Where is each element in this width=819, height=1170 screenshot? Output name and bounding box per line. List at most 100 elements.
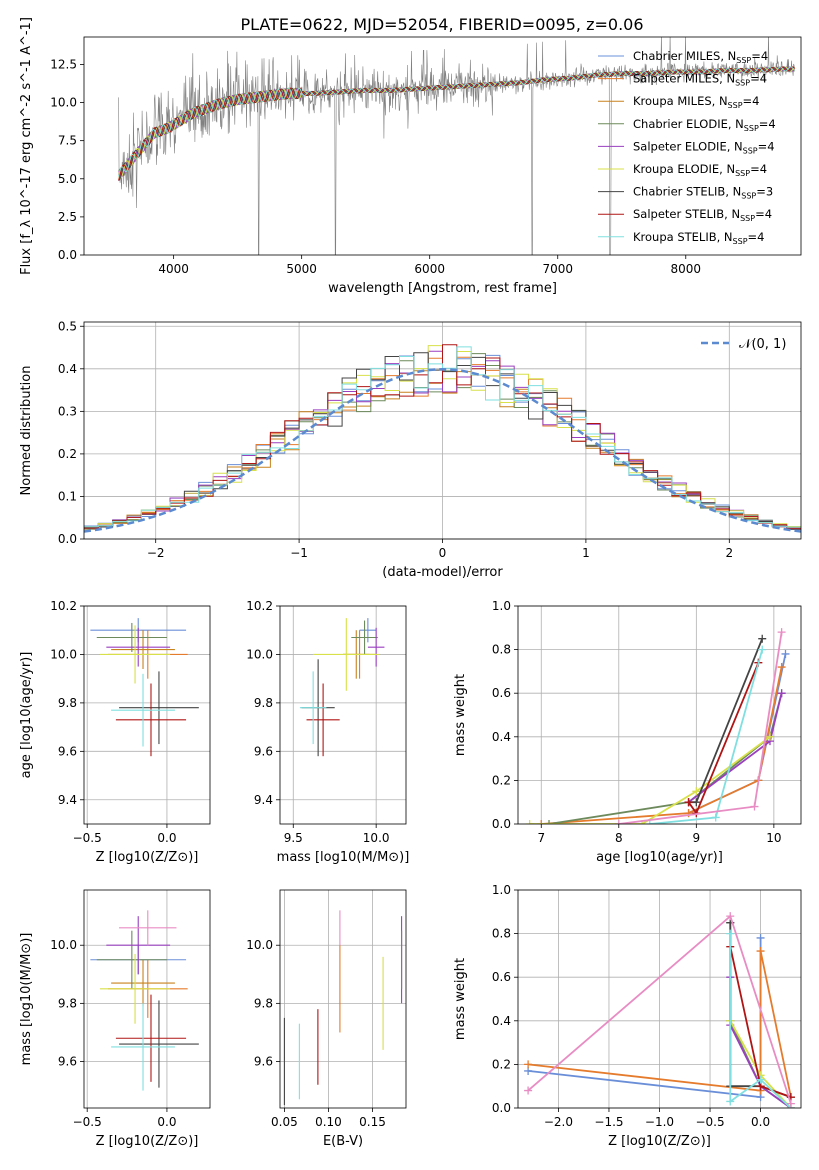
- x-tick-label: 8000: [670, 262, 701, 276]
- mass-weight-marker: [756, 1075, 765, 1084]
- y-axis-label: Flux [f_λ 10^-17 erg cm^-2 s^-1 A^-1]: [19, 17, 34, 275]
- legend-entry: Salpeter MILES, NSSP=4: [633, 72, 767, 88]
- y-tick-label: 0.8: [492, 927, 511, 941]
- plot-frame: [83, 321, 802, 540]
- y-tick-label: 10.0: [50, 96, 77, 110]
- y-tick-label: 10.0: [50, 938, 77, 952]
- x-tick-label: 1: [582, 546, 590, 560]
- mass-weight-marker: [758, 634, 767, 643]
- mass-weight-line: [527, 938, 762, 1099]
- mass-weight-marker: [525, 820, 534, 824]
- plot-area: [525, 628, 790, 824]
- legend: Chabrier MILES, NSSP=4 Salpeter MILES, NS…: [598, 49, 776, 246]
- chart-age-vs-Z: −0.5 0.0 9.4 9.6 9.8 10.0 10.2 Z [log10(Z/Z⊙)] a…: [19, 599, 211, 865]
- y-tick-label: 0.6: [492, 970, 511, 984]
- mass-weight-line: [527, 950, 792, 1098]
- y-tick-label: 0.2: [58, 447, 77, 461]
- y-tick-label: 9.6: [254, 744, 273, 758]
- mass-weight-marker: [692, 798, 701, 807]
- y-tick-label: 9.4: [254, 793, 273, 807]
- mass-weight-marker: [726, 929, 735, 938]
- y-tick-label: 10.2: [246, 599, 273, 613]
- x-tick-label: −2: [147, 546, 165, 560]
- mass-weight-line: [541, 666, 783, 824]
- mass-weight-marker: [711, 813, 720, 822]
- mass-weight-marker: [692, 787, 701, 796]
- y-tick-label: 0.0: [492, 1101, 511, 1115]
- y-tick-label: 10.0: [246, 938, 273, 952]
- x-tick-label: 0.0: [751, 1115, 770, 1129]
- y-tick-label: 0.6: [492, 686, 511, 700]
- mass-weight-marker: [684, 798, 693, 807]
- legend: 𝒩(0, 1): [701, 337, 786, 352]
- y-tick-label: 10.2: [50, 599, 77, 613]
- x-tick-label: 10: [766, 831, 781, 845]
- x-axis-label: wavelength [Angstrom, rest frame]: [328, 281, 557, 296]
- x-tick-label: 9.5: [284, 831, 303, 845]
- chart-residuals: −2 −1 0 1 2 0.0 0.1 0.2 0.3 0.4 0.5 𝒩(0, 1) (data-mo…: [19, 319, 802, 580]
- mass-weight-marker: [750, 802, 759, 811]
- legend-entry: 𝒩(0, 1): [739, 337, 786, 352]
- y-tick-label: 0.0: [492, 817, 511, 831]
- y-tick-label: 9.8: [254, 996, 273, 1010]
- y-tick-label: 0.2: [492, 773, 511, 787]
- mass-weight-marker: [756, 933, 765, 942]
- x-axis-label: Z [log10(Z/Z⊙)]: [96, 1134, 199, 1149]
- x-tick-label: 0.0: [157, 831, 176, 845]
- y-tick-label: 0.8: [492, 643, 511, 657]
- x-tick-label: −1: [290, 546, 308, 560]
- model-spectrum-line: [118, 66, 795, 177]
- y-tick-label: 0.4: [492, 730, 511, 744]
- y-tick-label: 10.0: [246, 647, 273, 661]
- legend-entry: Chabrier STELIB, NSSP=3: [633, 185, 773, 201]
- model-spectrum-line: [118, 66, 795, 179]
- y-tick-label: 5.0: [58, 172, 77, 186]
- y-axis-label: Normed distribution: [19, 366, 34, 496]
- legend-entry: Kroupa STELIB, NSSP=4: [633, 230, 764, 246]
- mass-weight-marker: [786, 1099, 795, 1108]
- x-tick-label: −1.5: [594, 1115, 623, 1129]
- plot-area: [299, 618, 385, 757]
- figure-title: PLATE=0622, MJD=52054, FIBERID=0095, z=0…: [240, 15, 643, 34]
- y-tick-label: 0.1: [58, 489, 77, 503]
- legend-entry: Chabrier ELODIE, NSSP=4: [633, 117, 776, 133]
- y-tick-label: 9.8: [58, 696, 77, 710]
- plot-area: [283, 910, 403, 1106]
- y-tick-label: 0.2: [492, 1057, 511, 1071]
- y-tick-label: 9.6: [254, 1054, 273, 1068]
- plot-frame: [83, 605, 211, 825]
- x-tick-label: −0.5: [695, 1115, 724, 1129]
- chart-massweight-vs-Z: −2.0 −1.5 −1.0 −0.5 0.0 0.0 0.2 0.4 0.6 0.8 1.0 Z […: [453, 883, 802, 1149]
- mass-weight-line: [618, 632, 783, 824]
- plot-frame: [83, 889, 211, 1109]
- mass-weight-line: [529, 736, 771, 824]
- y-tick-label: 12.5: [50, 57, 77, 71]
- y-tick-label: 9.6: [58, 744, 77, 758]
- y-tick-label: 0.5: [58, 319, 77, 333]
- chart-mass-vs-EBV: 0.05 0.10 0.15 9.6 9.8 10.0 E(B-V): [246, 889, 407, 1149]
- mass-weight-line: [688, 638, 764, 804]
- x-tick-label: 0.05: [271, 1115, 298, 1129]
- legend-entry: Kroupa ELODIE, NSSP=4: [633, 162, 767, 178]
- mass-weight-marker: [758, 645, 767, 654]
- plot-frame: [279, 889, 407, 1109]
- legend-entry: Salpeter ELODIE, NSSP=4: [633, 139, 775, 155]
- plot-area: [90, 618, 199, 757]
- mass-weight-marker: [726, 1097, 735, 1106]
- y-tick-label: 7.5: [58, 134, 77, 148]
- y-tick-label: 0.0: [58, 532, 77, 546]
- y-axis-label: age [log10(age/yr)]: [19, 652, 34, 779]
- y-tick-label: 9.8: [58, 996, 77, 1010]
- mass-weight-marker: [756, 947, 765, 956]
- y-tick-label: 9.6: [58, 1054, 77, 1068]
- y-tick-label: 1.0: [492, 599, 511, 613]
- mass-weight-marker: [524, 1060, 533, 1069]
- plot-frame: [279, 605, 407, 825]
- mass-weight-marker: [645, 820, 654, 824]
- plot-area: [118, 37, 795, 255]
- chart-massweight-vs-age: 7 8 9 10 0.0 0.2 0.4 0.6 0.8 1.0 age [log10(age/yr…: [453, 599, 802, 865]
- plot-area: [90, 910, 199, 1091]
- y-tick-label: 9.8: [254, 696, 273, 710]
- x-tick-label: 8: [615, 831, 623, 845]
